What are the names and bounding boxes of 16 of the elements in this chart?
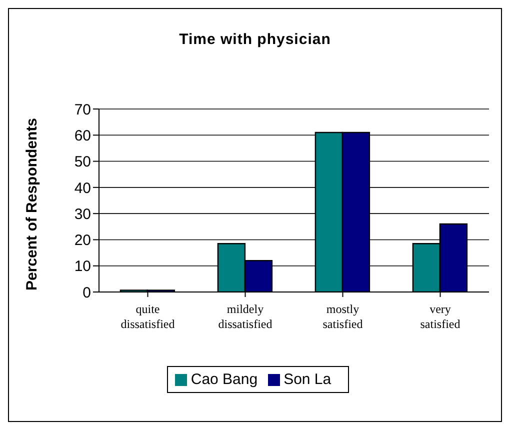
legend-label: Son La (284, 371, 332, 388)
x-tick-label: mildely dissatisfied (218, 302, 272, 331)
y-tick-label: 70 (74, 101, 91, 118)
y-tick-label: 40 (74, 180, 91, 197)
chart-title: Time with physician (178, 31, 332, 48)
y-tick-label: 60 (74, 127, 91, 144)
y-axis-title: Percent of Respondents (23, 118, 40, 290)
y-tick-label: 20 (74, 232, 91, 250)
x-tick-label: mostly satisfied (322, 302, 363, 331)
y-tick-label: 50 (74, 154, 91, 171)
legend-label: Cao Bang (190, 371, 258, 388)
y-tick-label: 10 (74, 258, 91, 276)
y-tick-label: 30 (74, 206, 91, 223)
x-tick-label: quite dissatisfied (120, 302, 175, 331)
y-tick-label: 0 (82, 284, 91, 302)
x-tick-label: very satisfied (420, 302, 460, 331)
